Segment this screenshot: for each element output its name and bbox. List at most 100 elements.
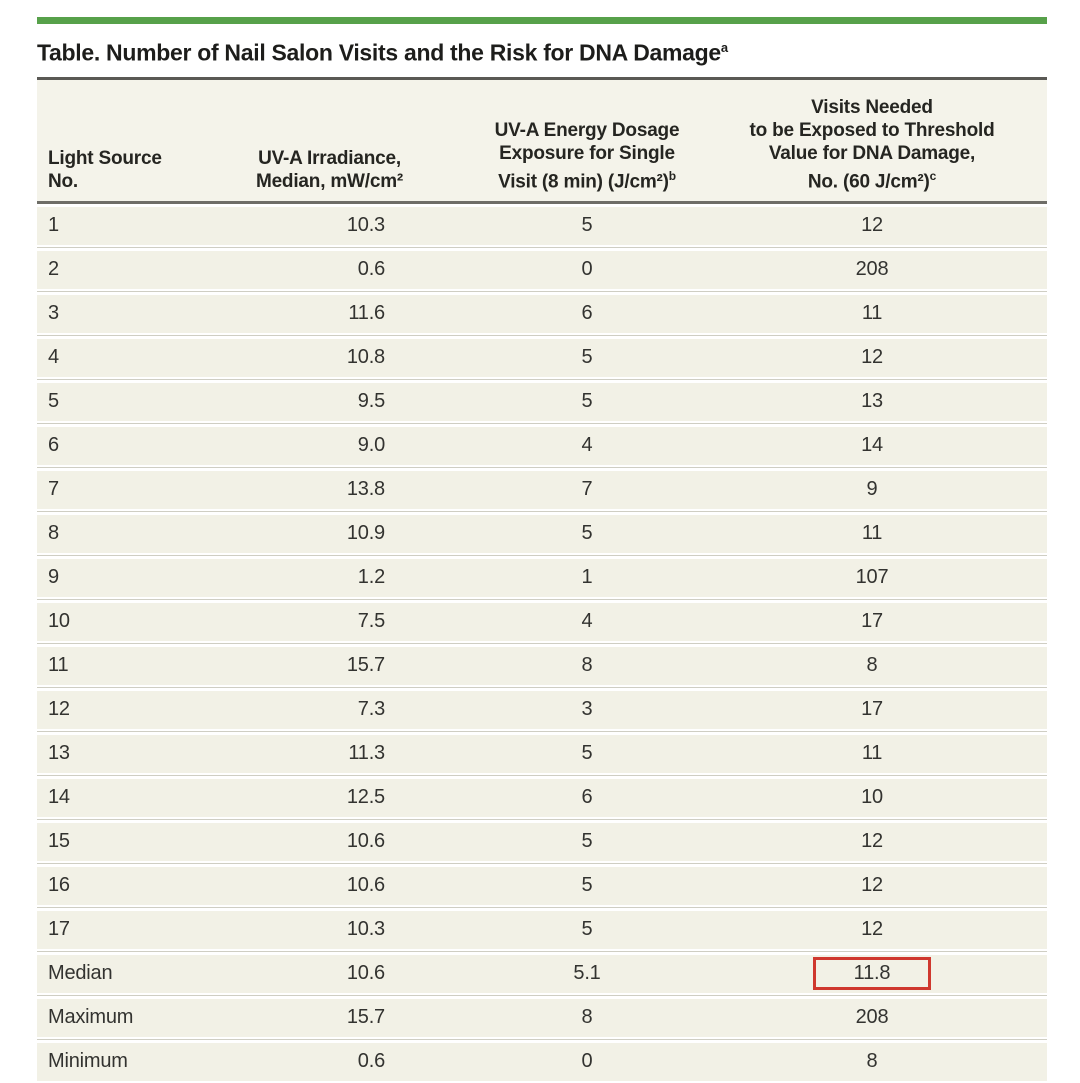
cell-visits-value: 11 [861, 742, 883, 765]
cell-visits: 11.8 [737, 957, 1047, 991]
cell-light-source: 2 [48, 258, 59, 281]
table-body: 1 10.3 5 12 2 0.6 0 208 3 11.6 6 11 4 10… [37, 206, 1047, 1081]
table-figure-inner: Table. Number of Nail Salon Visits and t… [37, 17, 1047, 1083]
cell-dosage: 4 [581, 434, 593, 457]
cell-dosage: 5.1 [573, 962, 601, 985]
table-row: 12 7.3 3 17 [37, 686, 1047, 729]
header-line: No. (60 J/cm²)c [737, 165, 1007, 193]
table-row: 2 0.6 0 208 [37, 246, 1047, 289]
header-line: No. [48, 170, 79, 192]
cell-irradiance: 10.9 [346, 522, 385, 545]
header-line: Light Source [48, 147, 162, 169]
cell-dosage: 5 [581, 390, 593, 413]
cell-light-source: 6 [48, 434, 59, 457]
cell-visits: 11 [737, 302, 1047, 325]
cell-visits-value: 12 [861, 874, 883, 897]
cell-light-source: 14 [48, 786, 70, 809]
cell-visits: 11 [737, 522, 1047, 545]
table-row: 14 12.5 6 10 [37, 774, 1047, 817]
table-row: 6 9.0 4 14 [37, 422, 1047, 465]
cell-light-source: 9 [48, 566, 59, 589]
cell-irradiance: 12.5 [346, 786, 385, 809]
cell-dosage: 8 [581, 1006, 593, 1029]
cell-dosage: 8 [581, 654, 593, 677]
header-light-source-no: Light Source No. [37, 147, 222, 193]
header-footnote-marker-c: c [929, 168, 937, 183]
cell-dosage: 5 [581, 918, 593, 941]
cell-visits: 13 [737, 390, 1047, 413]
header-line-text: No. (60 J/cm²) [807, 170, 930, 192]
cell-visits-value: 13 [861, 390, 883, 413]
cell-light-source: Median [48, 962, 113, 985]
header-line: to be Exposed to Threshold [749, 119, 995, 141]
header-line-text: Visit (8 min) (J/cm²) [498, 170, 669, 192]
cell-visits-value: 8 [866, 654, 878, 677]
cell-visits-value: 10 [861, 786, 883, 809]
header-line: Visits Needed [811, 96, 933, 118]
cell-visits-value: 12 [861, 918, 883, 941]
cell-dosage: 0 [581, 258, 593, 281]
cell-irradiance: 7.5 [357, 610, 385, 633]
cell-irradiance: 11.3 [348, 742, 385, 765]
header-line: Median, mW/cm² [255, 170, 404, 192]
table-row: 3 11.6 6 11 [37, 290, 1047, 333]
cell-visits-value: 17 [861, 610, 883, 633]
table-row: 10 7.5 4 17 [37, 598, 1047, 641]
table-row: 16 10.6 5 12 [37, 862, 1047, 905]
cell-visits-value: 208 [855, 258, 889, 281]
cell-visits: 208 [737, 1006, 1047, 1029]
cell-light-source: 8 [48, 522, 59, 545]
cell-visits: 12 [737, 214, 1047, 237]
cell-light-source: 16 [48, 874, 70, 897]
cell-visits: 12 [737, 874, 1047, 897]
title-footnote-marker: a [720, 40, 728, 55]
cell-dosage: 5 [581, 346, 593, 369]
cell-dosage: 7 [581, 478, 593, 501]
table-row: 7 13.8 7 9 [37, 466, 1047, 509]
header-uva-energy-dosage: UV-A Energy Dosage Exposure for Single V… [437, 119, 737, 193]
header-line: Value for DNA Damage, [768, 142, 976, 164]
cell-irradiance: 0.6 [357, 258, 385, 281]
header-visits-needed: Visits Needed to be Exposed to Threshold… [737, 96, 1047, 193]
cell-dosage: 5 [581, 522, 593, 545]
cell-irradiance: 15.7 [346, 654, 385, 677]
cell-dosage: 3 [581, 698, 593, 721]
cell-irradiance: 10.3 [346, 918, 385, 941]
cell-dosage: 0 [581, 1050, 593, 1073]
cell-light-source: 1 [48, 214, 59, 237]
cell-irradiance: 10.6 [346, 962, 385, 985]
table-row: 15 10.6 5 12 [37, 818, 1047, 861]
cell-light-source: 5 [48, 390, 59, 413]
cell-visits-value: 208 [855, 1006, 889, 1029]
cell-visits-value: 17 [861, 698, 883, 721]
cell-light-source: Maximum [48, 1006, 134, 1029]
table-row: 9 1.2 1 107 [37, 554, 1047, 597]
header-uva-irradiance: UV-A Irradiance, Median, mW/cm² [222, 147, 437, 193]
cell-irradiance: 10.3 [346, 214, 385, 237]
cell-irradiance: 7.3 [357, 698, 385, 721]
cell-light-source: 3 [48, 302, 59, 325]
cell-light-source: 7 [48, 478, 59, 501]
cell-visits-value: 107 [855, 566, 889, 589]
cell-visits-value: 9 [866, 478, 878, 501]
cell-light-source: 15 [48, 830, 70, 853]
cell-irradiance: 10.8 [346, 346, 385, 369]
cell-irradiance: 13.8 [346, 478, 385, 501]
cell-visits-value: 11 [861, 302, 883, 325]
cell-visits: 14 [737, 434, 1047, 457]
table-row: 4 10.8 5 12 [37, 334, 1047, 377]
cell-dosage: 5 [581, 742, 593, 765]
cell-irradiance: 9.0 [357, 434, 385, 457]
table-row: 5 9.5 5 13 [37, 378, 1047, 421]
cell-dosage: 1 [581, 566, 593, 589]
table-header: Light Source No. UV-A Irradiance, Median… [37, 79, 1047, 204]
cell-light-source: 17 [48, 918, 70, 941]
cell-dosage: 5 [581, 830, 593, 853]
cell-dosage: 6 [581, 302, 593, 325]
cell-light-source: 4 [48, 346, 59, 369]
table-row: 1 10.3 5 12 [37, 206, 1047, 245]
cell-visits-value: 12 [861, 830, 883, 853]
cell-visits-value: 12 [861, 346, 883, 369]
table-row: 13 11.3 5 11 [37, 730, 1047, 773]
